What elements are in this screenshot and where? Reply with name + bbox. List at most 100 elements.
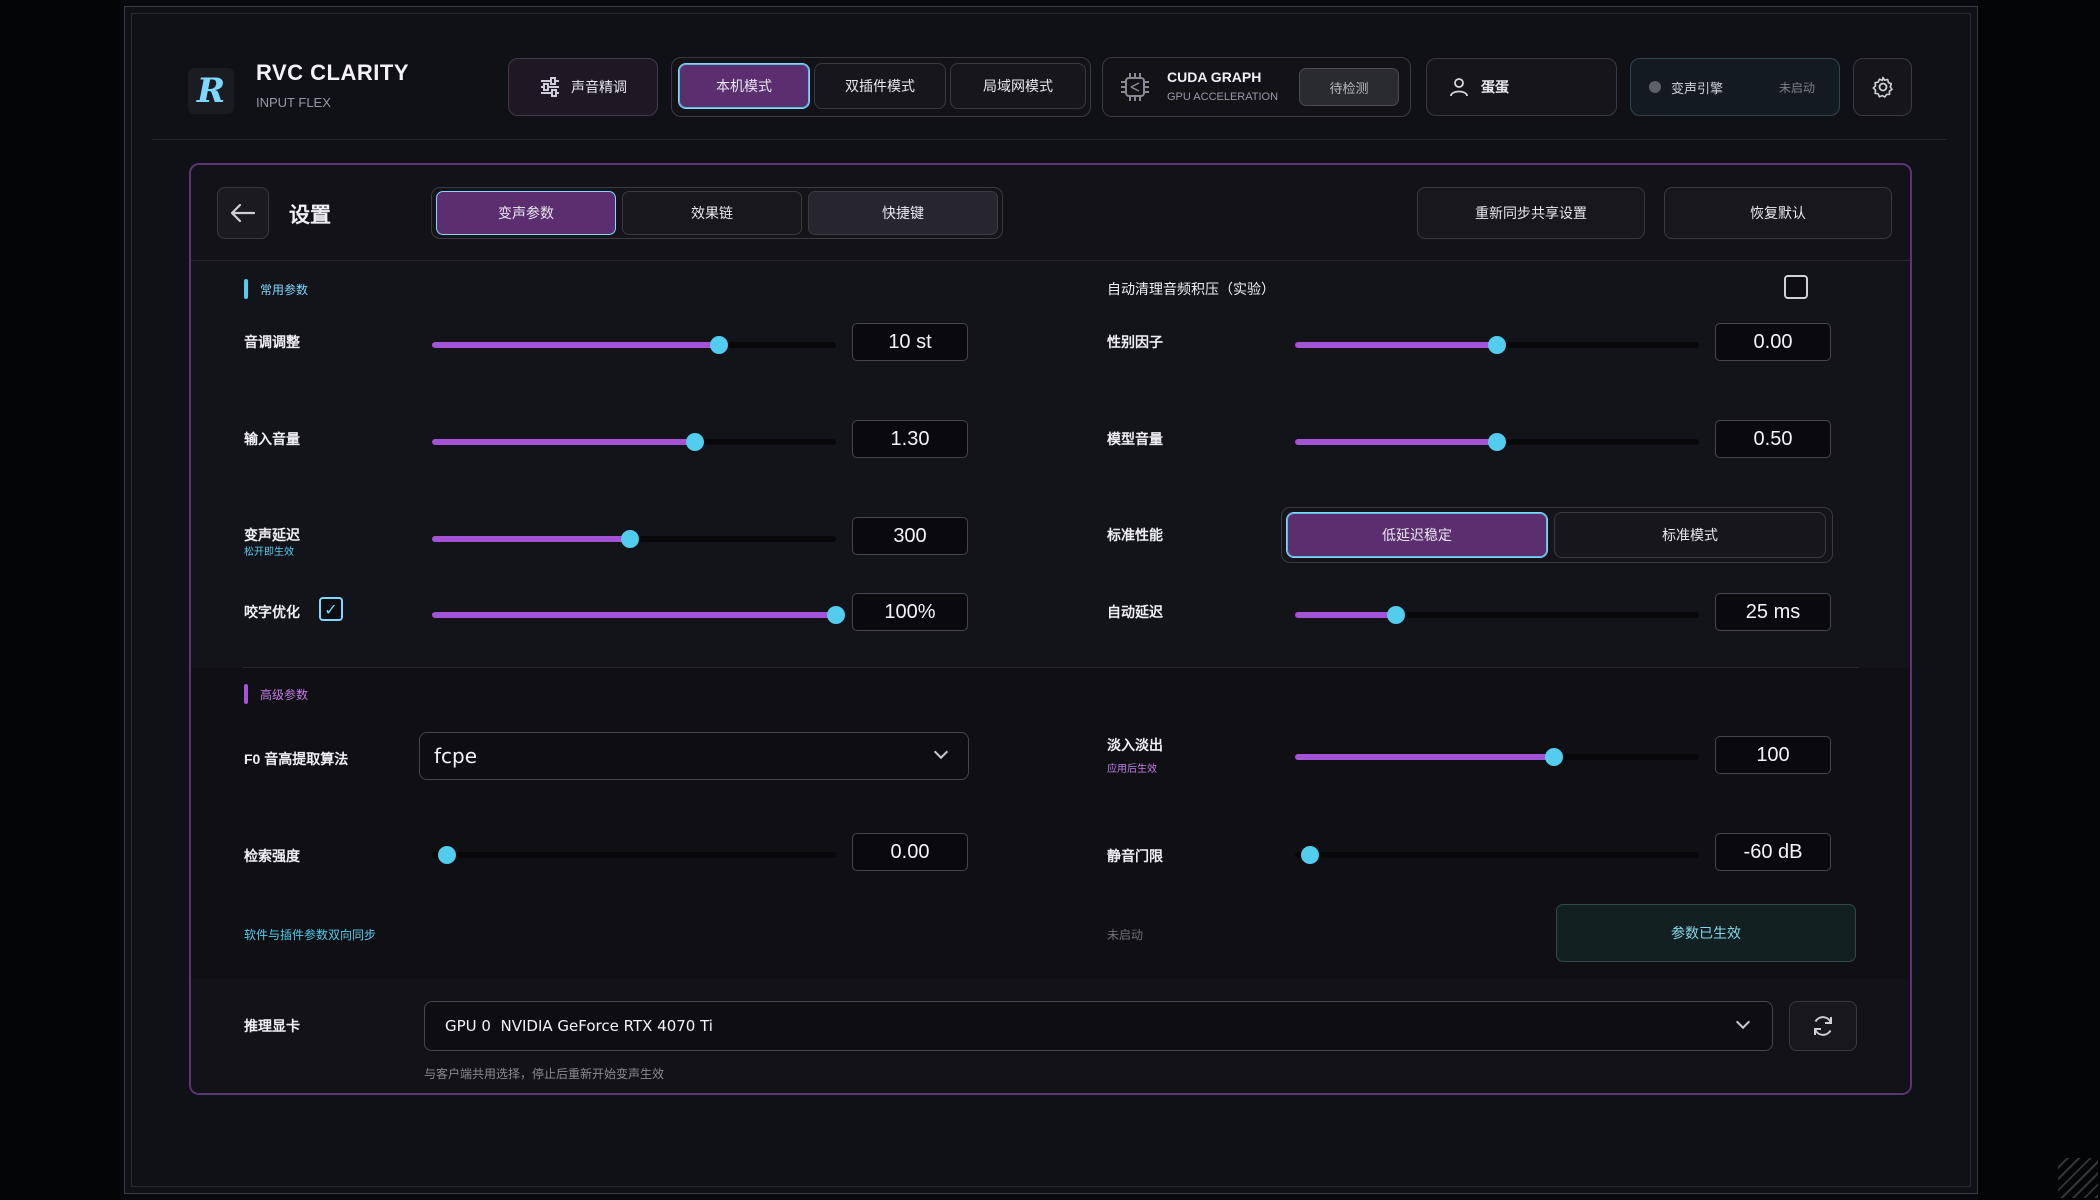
engine-status-panel[interactable]: 变声引擎 未启动 — [1630, 58, 1840, 116]
auto-clear-label: 自动清理音频积压（实验） — [1107, 281, 1275, 297]
settings-header: 设置 变声参数 效果链 快捷键 重新同步共享设置 恢复默认 — [191, 165, 1910, 261]
pitch-value[interactable]: 10 st — [852, 323, 968, 361]
common-params-label: 常用参数 — [244, 279, 308, 299]
articulation-checkbox[interactable]: ✓ — [319, 597, 343, 621]
input-volume-label: 输入音量 — [244, 431, 300, 447]
performance-switch: 低延迟稳定 标准模式 — [1281, 507, 1833, 563]
common-params-section — [191, 262, 1910, 667]
settings-tabs: 变声参数 效果链 快捷键 — [431, 187, 1003, 239]
logo-letter: R — [196, 71, 226, 111]
model-volume-value[interactable]: 0.50 — [1715, 420, 1831, 458]
perf-standard-button[interactable]: 标准模式 — [1554, 512, 1826, 558]
latency-slider[interactable] — [432, 530, 836, 548]
gender-value[interactable]: 0.00 — [1715, 323, 1831, 361]
auto-latency-slider[interactable] — [1295, 606, 1699, 624]
input-volume-slider[interactable] — [432, 433, 836, 451]
perf-low-latency-button[interactable]: 低延迟稳定 — [1286, 512, 1548, 558]
f0-label: F0 音高提取算法 — [244, 751, 349, 767]
articulation-slider[interactable] — [432, 606, 845, 624]
model-volume-slider[interactable] — [1295, 433, 1699, 451]
mode-switcher: 本机模式 双插件模式 局域网模式 — [671, 57, 1091, 117]
engine-label: 变声引擎 — [1671, 81, 1724, 97]
cuda-title: CUDA GRAPH — [1167, 69, 1262, 85]
auto-clear-checkbox[interactable] — [1784, 275, 1808, 299]
settings-panel: 设置 变声参数 效果链 快捷键 重新同步共享设置 恢复默认 常用参数 音调调整 … — [189, 163, 1912, 1095]
gpu-dropdown-value: GPU 0 NVIDIA GeForce RTX 4070 Ti — [445, 1017, 713, 1035]
auto-latency-label: 自动延迟 — [1107, 604, 1163, 620]
model-volume-label: 模型音量 — [1107, 431, 1163, 447]
latency-slider-fill — [432, 536, 630, 542]
auto-latency-slider-fill — [1295, 612, 1396, 618]
reset-defaults-button[interactable]: 恢复默认 — [1664, 187, 1892, 239]
gender-slider[interactable] — [1295, 336, 1699, 354]
sliders-icon — [541, 77, 559, 97]
settings-title: 设置 — [289, 204, 331, 227]
index-strength-slider-knob[interactable] — [438, 846, 456, 864]
gear-icon — [1872, 76, 1893, 98]
fade-slider-fill — [1295, 754, 1554, 760]
gpu-label: 推理显卡 — [244, 1018, 300, 1034]
fade-note: 应用后生效 — [1107, 764, 1157, 775]
input-volume-slider-knob[interactable] — [686, 433, 704, 451]
chip-icon — [1121, 73, 1149, 101]
auto-latency-slider-knob[interactable] — [1387, 606, 1405, 624]
common-params-label-text: 常用参数 — [260, 282, 309, 297]
model-volume-slider-knob[interactable] — [1488, 433, 1506, 451]
f0-dropdown[interactable]: fcpe — [419, 732, 969, 780]
index-strength-value[interactable]: 0.00 — [852, 833, 968, 871]
input-volume-value[interactable]: 1.30 — [852, 420, 968, 458]
engine-status-dot — [1649, 81, 1661, 93]
settings-gear-button[interactable] — [1853, 58, 1912, 116]
pitch-slider[interactable] — [432, 336, 836, 354]
pitch-slider-fill — [432, 342, 719, 348]
tab-voice-params[interactable]: 变声参数 — [436, 191, 616, 235]
gender-slider-fill — [1295, 342, 1497, 348]
voice-tune-button[interactable]: 声音精调 — [508, 58, 658, 116]
resize-grip-icon[interactable] — [2058, 1158, 2098, 1198]
advanced-params-label: 高级参数 — [244, 684, 308, 704]
model-volume-slider-fill — [1295, 439, 1497, 445]
refresh-icon — [1814, 1016, 1832, 1036]
tab-hotkeys[interactable]: 快捷键 — [808, 191, 998, 235]
fade-value[interactable]: 100 — [1715, 736, 1831, 774]
silence-gate-value[interactable]: -60 dB — [1715, 833, 1831, 871]
back-button[interactable] — [217, 187, 269, 239]
auto-latency-value[interactable]: 25 ms — [1715, 593, 1831, 631]
fade-slider[interactable] — [1295, 748, 1699, 766]
mode-dual-plugin-button[interactable]: 双插件模式 — [814, 63, 946, 109]
app-subtitle: INPUT FLEX — [256, 95, 331, 110]
sync-status: 未启动 — [1107, 928, 1144, 942]
silence-gate-slider-knob[interactable] — [1301, 846, 1319, 864]
gender-label: 性别因子 — [1107, 334, 1163, 350]
articulation-slider-knob[interactable] — [827, 606, 845, 624]
section-divider — [243, 667, 1859, 668]
chevron-down-icon — [1735, 1014, 1751, 1030]
input-volume-slider-fill — [432, 439, 695, 445]
latency-value[interactable]: 300 — [852, 517, 968, 555]
engine-status-text: 未启动 — [1778, 80, 1815, 95]
user-button[interactable]: 蛋蛋 — [1426, 58, 1617, 116]
mode-local-button[interactable]: 本机模式 — [678, 63, 810, 109]
params-applied-button[interactable]: 参数已生效 — [1556, 904, 1856, 962]
gender-slider-knob[interactable] — [1488, 336, 1506, 354]
fade-slider-knob[interactable] — [1545, 748, 1563, 766]
resync-shared-settings-button[interactable]: 重新同步共享设置 — [1417, 187, 1645, 239]
pitch-slider-knob[interactable] — [710, 336, 728, 354]
silence-gate-slider[interactable] — [1295, 846, 1699, 864]
latency-label: 变声延迟 — [244, 527, 300, 543]
tab-effect-chain[interactable]: 效果链 — [622, 191, 802, 235]
f0-dropdown-value: fcpe — [434, 744, 478, 768]
gpu-dropdown[interactable]: GPU 0 NVIDIA GeForce RTX 4070 Ti — [424, 1001, 1773, 1051]
cuda-detect-button[interactable]: 待检测 — [1299, 68, 1399, 106]
index-strength-label: 检索强度 — [244, 848, 300, 864]
latency-note: 松开即生效 — [244, 547, 294, 558]
latency-slider-knob[interactable] — [621, 530, 639, 548]
gpu-refresh-button[interactable] — [1789, 1001, 1857, 1051]
index-strength-slider[interactable] — [432, 846, 836, 864]
mode-lan-button[interactable]: 局域网模式 — [950, 63, 1086, 109]
user-icon — [1450, 78, 1468, 97]
articulation-value[interactable]: 100% — [852, 593, 968, 631]
pitch-label: 音调调整 — [244, 334, 300, 350]
right-margin — [1978, 0, 2100, 1200]
